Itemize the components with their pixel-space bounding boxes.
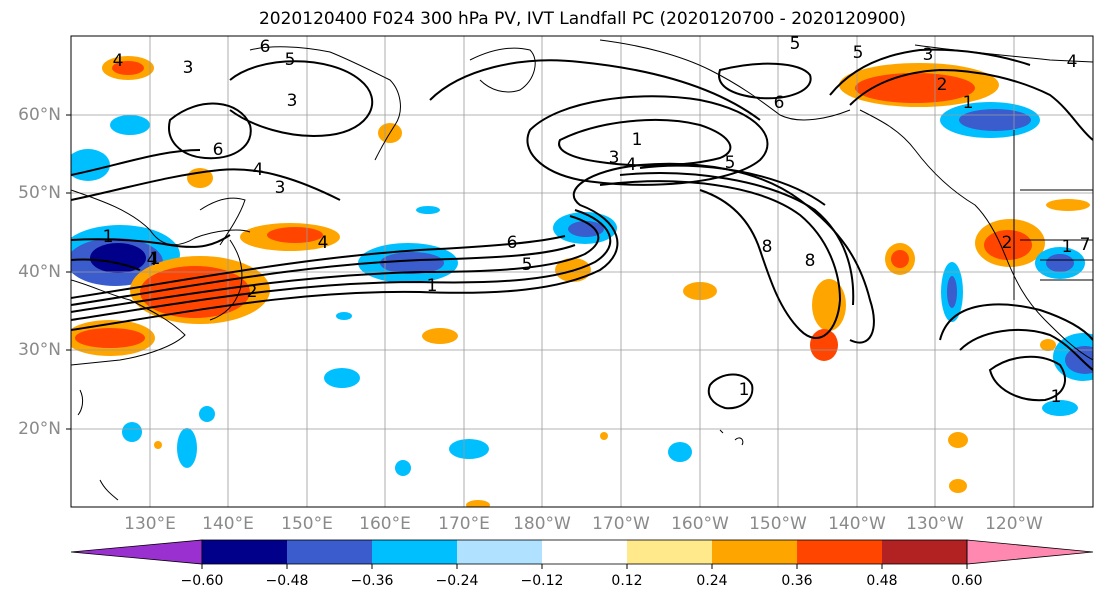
colorbar-segment — [882, 540, 967, 564]
lon-label: 150°E — [281, 514, 333, 534]
colorbar-tick-label: −0.12 — [520, 573, 564, 589]
graticule — [71, 36, 1093, 507]
contour-label: 6 — [507, 233, 518, 253]
contour-label: 4 — [1067, 52, 1078, 72]
contour-label: 6 — [260, 37, 271, 57]
contour-label: 8 — [805, 251, 816, 271]
contour-label: 5 — [790, 34, 801, 54]
lat-label: 40°N — [18, 262, 61, 282]
contour-label: 6 — [774, 93, 785, 113]
lat-label: 20°N — [18, 419, 61, 439]
lon-label: 130°E — [124, 514, 176, 534]
contour-label: 1 — [103, 227, 114, 247]
contour-label: 4 — [253, 160, 264, 180]
lon-label: 140°E — [202, 514, 254, 534]
contour-label: 5 — [285, 50, 296, 70]
colorbar-tick-label: 0.36 — [781, 573, 813, 589]
contour-label: 4 — [147, 250, 158, 270]
contour-label: 8 — [762, 237, 773, 257]
colorbar-tick-label: −0.24 — [435, 573, 479, 589]
contour-label: 1 — [739, 380, 750, 400]
contour-label: 2 — [247, 282, 258, 302]
lat-label: 60°N — [18, 105, 61, 125]
lon-label: 170°E — [438, 514, 490, 534]
contour-label: 5 — [522, 255, 533, 275]
lon-label: 180°W — [513, 514, 571, 534]
lon-label: 160°W — [671, 514, 729, 534]
colorbar-tick-label: −0.36 — [350, 573, 394, 589]
lon-label: 120°W — [985, 514, 1043, 534]
lat-label: 30°N — [18, 340, 61, 360]
colorbar-segment — [542, 540, 627, 564]
colorbar-tick-label: 0.60 — [951, 573, 983, 589]
lon-label: 160°E — [359, 514, 411, 534]
colorbar-segment — [457, 540, 542, 564]
colorbar-tick-label: 0.12 — [611, 573, 643, 589]
colorbar-extend-low — [70, 539, 203, 565]
lon-label: 150°W — [749, 514, 807, 534]
contour-label: 5 — [725, 153, 736, 173]
lat-ticks — [66, 114, 71, 430]
lon-label: 130°W — [906, 514, 964, 534]
colorbar-segment — [627, 540, 712, 564]
lon-label: 140°W — [828, 514, 886, 534]
colorbar-segment — [797, 540, 882, 564]
contour-label: 4 — [113, 51, 124, 71]
contour-label: 2 — [937, 75, 948, 95]
colorbar-segment — [287, 540, 372, 564]
contour-label: 1 — [150, 249, 161, 269]
colorbar-tick-label: 0.24 — [696, 573, 728, 589]
contour-label: 1 — [1062, 237, 1073, 257]
colorbar-segment — [202, 540, 287, 564]
pv-contours — [71, 48, 1093, 410]
contour-label: 3 — [923, 45, 934, 65]
contour-label: 6 — [213, 140, 224, 160]
colorbar-tick-label: −0.48 — [265, 573, 309, 589]
colorbar-segment — [372, 540, 457, 564]
contour-label: 3 — [287, 91, 298, 111]
coastlines — [71, 39, 1093, 501]
contour-labels: 4 3 5 6 5 3 6 1 3 4 5 1 2 3 4 1 6 4 3 5 … — [103, 34, 1091, 407]
colorbar-tick-label: −0.60 — [180, 573, 224, 589]
contour-label: 3 — [183, 58, 194, 78]
contour-label: 7 — [1080, 235, 1091, 255]
contour-label: 4 — [626, 155, 637, 175]
contour-label: 3 — [609, 148, 620, 168]
colorbar-extend-high — [966, 539, 1094, 565]
colorbar — [70, 539, 1094, 569]
contour-label: 1 — [963, 93, 974, 113]
lat-label: 50°N — [18, 183, 61, 203]
contour-label: 1 — [1051, 387, 1062, 407]
contour-label: 1 — [632, 130, 643, 150]
contour-label: 5 — [853, 43, 864, 63]
contour-label: 3 — [275, 178, 286, 198]
lon-label: 170°W — [592, 514, 650, 534]
contour-label: 4 — [318, 233, 329, 253]
colorbar-tick-label: 0.48 — [866, 573, 898, 589]
colorbar-segment — [712, 540, 797, 564]
map-title: 2020120400 F024 300 hPa PV, IVT Landfall… — [258, 9, 906, 29]
contour-label: 1 — [427, 276, 438, 296]
contour-label: 2 — [1002, 233, 1013, 253]
